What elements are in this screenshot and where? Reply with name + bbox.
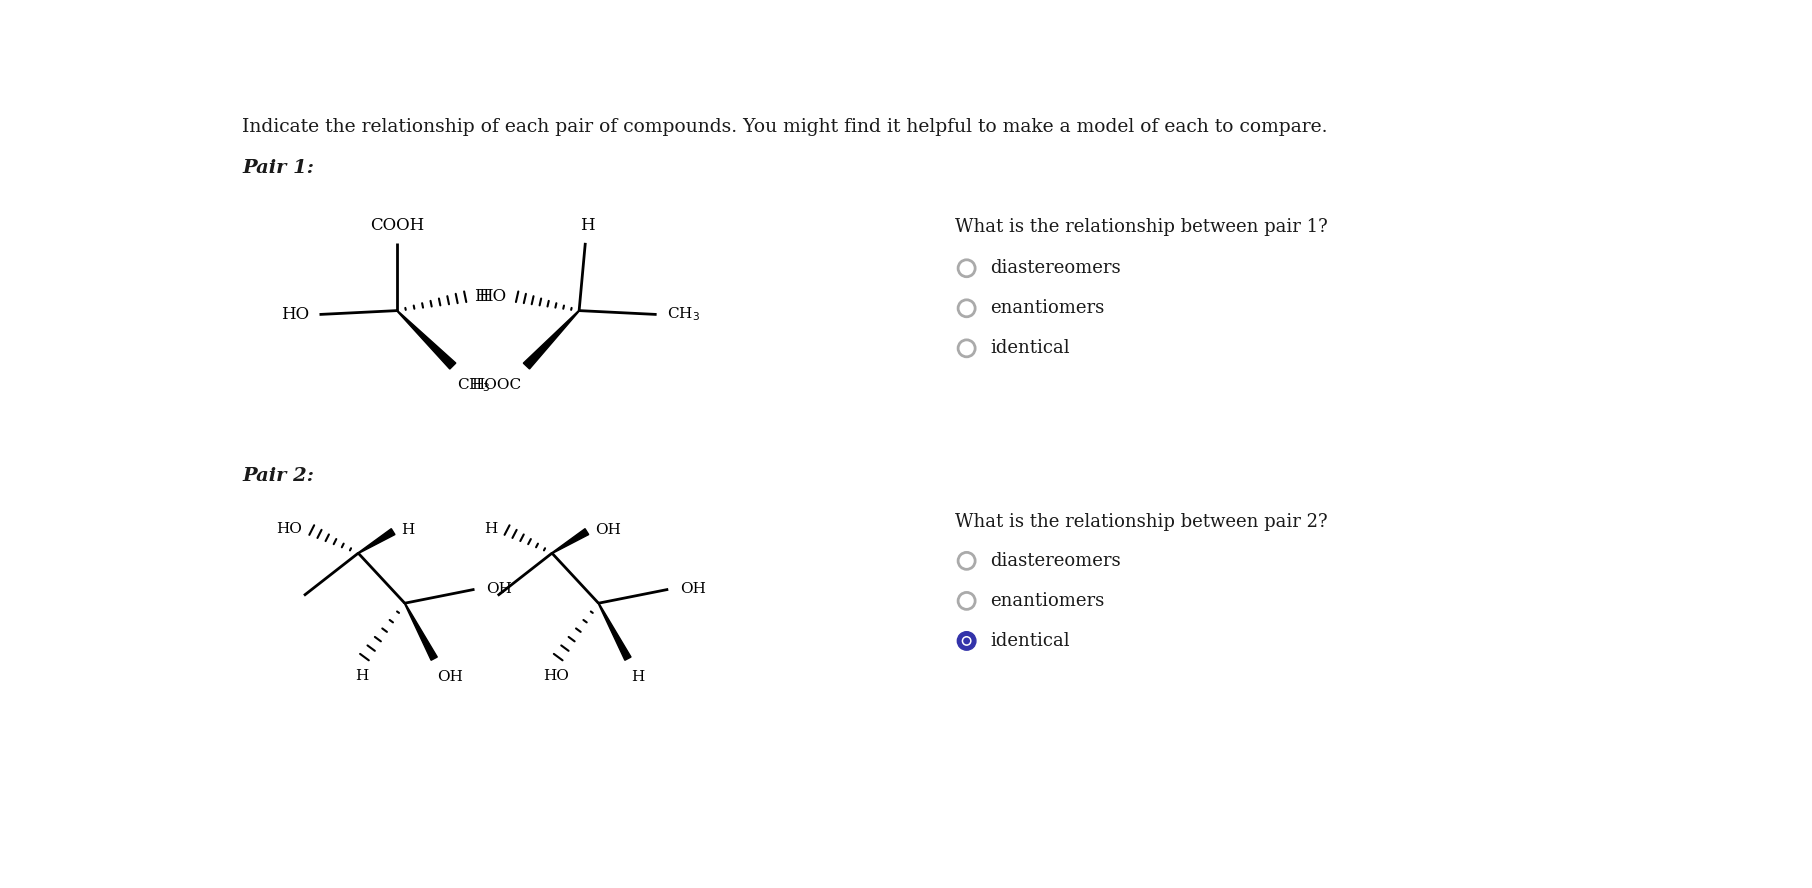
Text: OH: OH [680, 583, 705, 597]
Text: COOH: COOH [370, 217, 424, 234]
Text: OH: OH [486, 583, 513, 597]
Text: CH$_3$: CH$_3$ [667, 305, 701, 323]
Text: HO: HO [544, 669, 569, 683]
Circle shape [962, 637, 971, 646]
Text: What is the relationship between pair 1?: What is the relationship between pair 1? [955, 218, 1328, 236]
Text: Pair 2:: Pair 2: [243, 467, 313, 485]
Text: Pair 1:: Pair 1: [243, 159, 313, 177]
Circle shape [964, 638, 969, 644]
Text: H: H [355, 669, 370, 683]
Text: HO: HO [277, 521, 303, 535]
Text: enantiomers: enantiomers [989, 299, 1104, 317]
Polygon shape [524, 310, 580, 369]
Text: enantiomers: enantiomers [989, 592, 1104, 610]
Polygon shape [397, 310, 457, 369]
Text: H: H [631, 670, 645, 684]
Text: identical: identical [989, 339, 1069, 357]
Polygon shape [359, 528, 395, 553]
Circle shape [957, 631, 977, 650]
Text: H: H [402, 523, 415, 537]
Text: diastereomers: diastereomers [989, 259, 1120, 277]
Text: HO: HO [281, 306, 310, 323]
Text: Indicate the relationship of each pair of compounds. You might find it helpful t: Indicate the relationship of each pair o… [243, 118, 1328, 136]
Polygon shape [598, 603, 631, 661]
Text: H: H [484, 521, 498, 535]
Polygon shape [404, 603, 437, 661]
Text: CH$_3$: CH$_3$ [457, 376, 491, 393]
Text: H: H [580, 217, 594, 234]
Text: diastereomers: diastereomers [989, 551, 1120, 570]
Text: identical: identical [989, 632, 1069, 650]
Polygon shape [553, 528, 589, 553]
Text: HO: HO [478, 289, 506, 305]
Text: What is the relationship between pair 2?: What is the relationship between pair 2? [955, 513, 1328, 531]
Text: OH: OH [437, 670, 464, 684]
Text: OH: OH [596, 523, 622, 537]
Text: HOOC: HOOC [471, 377, 522, 392]
Text: H: H [473, 289, 489, 305]
